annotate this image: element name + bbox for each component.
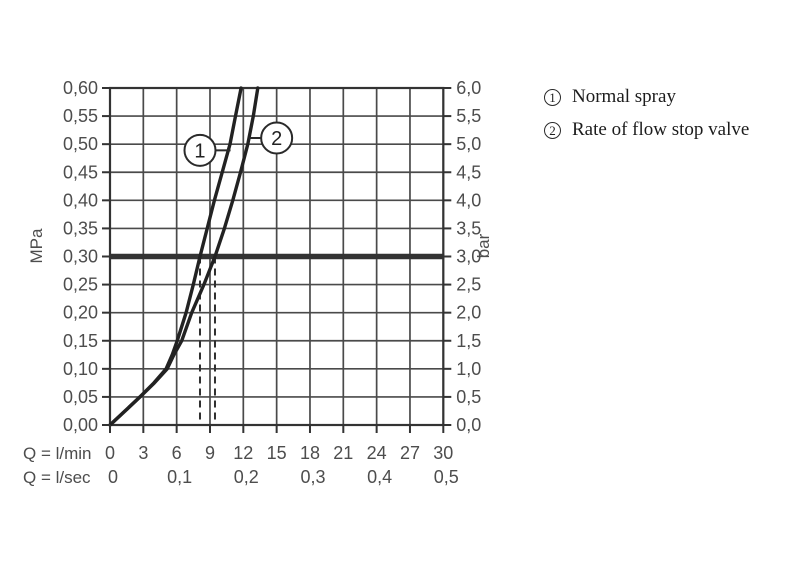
x-axis-tick-label: 24 bbox=[367, 443, 387, 463]
legend-label-1: Normal spray bbox=[572, 86, 676, 107]
annotation-circle-1 bbox=[183, 133, 217, 167]
left-axis-tick-label: 0,40 bbox=[63, 190, 98, 210]
x-axis-secondary-tick-label: 0,4 bbox=[367, 467, 392, 487]
left-axis-tick-label: 0,60 bbox=[63, 78, 98, 98]
left-axis-tick-label: 0,50 bbox=[63, 134, 98, 154]
left-axis-tick-label: 0,25 bbox=[63, 275, 98, 295]
right-axis-tick-label: 1,5 bbox=[456, 331, 481, 351]
x-axis-secondary-tick-label: 0 bbox=[108, 467, 118, 487]
legend-item-1: 1 Normal spray bbox=[544, 86, 749, 108]
x-axis-tick-label: 30 bbox=[433, 443, 453, 463]
legend-label-2: Rate of flow stop valve bbox=[572, 119, 750, 140]
left-axis-tick-label: 0,35 bbox=[63, 218, 98, 238]
left-axis-tick-label: 0,45 bbox=[63, 162, 98, 182]
right-axis-tick-label: 5,0 bbox=[456, 134, 481, 154]
x-axis-secondary-tick-label: 0,1 bbox=[167, 467, 192, 487]
right-axis-tick-label: 1,0 bbox=[456, 359, 481, 379]
right-axis-tick-label: 4,0 bbox=[456, 190, 481, 210]
right-axis-tick-label: 6,0 bbox=[456, 78, 481, 98]
left-axis-tick-label: 0,20 bbox=[63, 303, 98, 323]
right-axis-tick-label: 5,5 bbox=[456, 106, 481, 126]
legend-item-2: 2 Rate of flow stop valve bbox=[544, 119, 749, 141]
x-axis-secondary-unit-label: Q = l/sec bbox=[23, 468, 91, 487]
legend-symbol-1-icon: 1 bbox=[544, 88, 561, 106]
annotation-number-1: 1 bbox=[194, 140, 205, 162]
x-axis-secondary-tick-label: 0,2 bbox=[234, 467, 259, 487]
right-axis-tick-label: 2,0 bbox=[456, 303, 481, 323]
left-axis-tick-label: 0,15 bbox=[63, 331, 98, 351]
x-axis-tick-label: 15 bbox=[267, 443, 287, 463]
right-axis-tick-label: 0,5 bbox=[456, 387, 481, 407]
x-axis-secondary-tick-label: 0,3 bbox=[300, 467, 325, 487]
x-axis-tick-label: 27 bbox=[400, 443, 420, 463]
x-axis-tick-label: 18 bbox=[300, 443, 320, 463]
x-axis-tick-label: 6 bbox=[172, 443, 182, 463]
curve-series-2 bbox=[108, 86, 260, 427]
y-axis-right-unit-label: bar bbox=[474, 233, 493, 258]
x-axis-secondary-tick-label: 0,5 bbox=[434, 467, 459, 487]
legend-symbol-2-icon: 2 bbox=[544, 121, 561, 139]
x-axis-tick-label: 21 bbox=[333, 443, 353, 463]
x-axis-tick-label: 9 bbox=[205, 443, 215, 463]
right-axis-tick-label: 3,0 bbox=[456, 247, 481, 267]
annotation-circle-2 bbox=[260, 121, 294, 155]
left-axis-tick-label: 0,00 bbox=[63, 415, 98, 435]
right-axis-tick-label: 0,0 bbox=[456, 415, 481, 435]
left-axis-tick-label: 0,10 bbox=[63, 359, 98, 379]
flow-pressure-chart: 0,000,050,100,150,200,250,300,350,400,45… bbox=[23, 78, 493, 487]
right-axis-tick-label: 2,5 bbox=[456, 275, 481, 295]
right-axis-tick-label: 4,5 bbox=[456, 162, 481, 182]
left-axis-tick-label: 0,30 bbox=[63, 247, 98, 267]
left-axis-tick-label: 0,55 bbox=[63, 106, 98, 126]
x-axis-unit-label: Q = l/min bbox=[23, 444, 92, 463]
left-axis-tick-label: 0,05 bbox=[63, 387, 98, 407]
y-axis-left-unit-label: MPa bbox=[27, 228, 46, 264]
right-axis-tick-label: 3,5 bbox=[456, 218, 481, 238]
annotation-number-2: 2 bbox=[271, 128, 282, 150]
x-axis-tick-label: 12 bbox=[233, 443, 253, 463]
x-axis-tick-label: 0 bbox=[105, 443, 115, 463]
x-axis-tick-label: 3 bbox=[138, 443, 148, 463]
legend: 1 Normal spray 2 Rate of flow stop valve bbox=[544, 86, 749, 152]
